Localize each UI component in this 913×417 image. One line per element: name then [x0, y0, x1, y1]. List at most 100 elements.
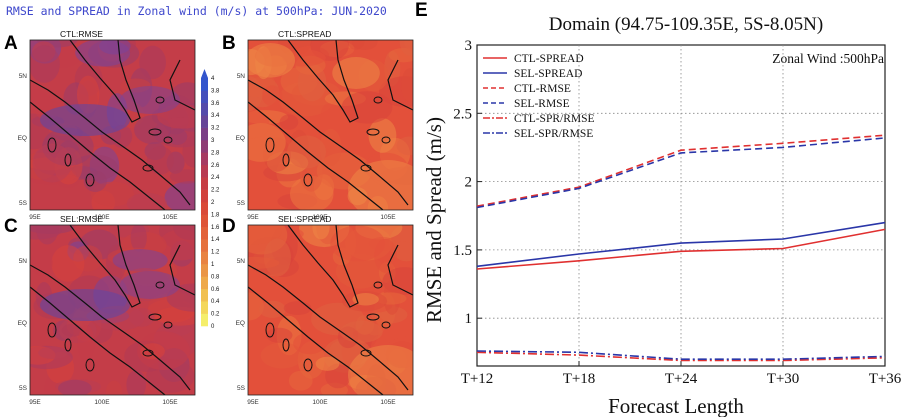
map-blob — [77, 324, 95, 362]
lat-tick-label: 5S — [237, 200, 246, 207]
lat-tick-label: 5S — [237, 385, 246, 392]
colorbar-level-label: 0.4 — [211, 299, 220, 305]
island-outline — [381, 321, 391, 329]
series-line-ctl-spr-rmse — [476, 351, 886, 362]
lon-tick-label: 95E — [29, 214, 41, 221]
colorbar-arrow — [201, 69, 208, 78]
panel-letter-d: D — [222, 216, 236, 237]
coastline-sumatra-north — [248, 264, 409, 391]
coastline-sumatra-south — [248, 286, 384, 395]
colorbar-swatch — [201, 102, 208, 116]
panel-letter-e: E — [415, 0, 428, 21]
map-blob — [105, 380, 123, 395]
colorbar-level-label: 3 — [211, 138, 215, 144]
x-tick-label: T+24 — [665, 371, 698, 387]
x-tick-label: T+18 — [563, 371, 596, 387]
island-outline — [303, 358, 313, 372]
island-outline — [381, 136, 391, 144]
legend-label: SEL-SPREAD — [514, 68, 582, 80]
y-tick-label: 1.5 — [453, 243, 472, 259]
coastline-malay-peninsula — [69, 225, 141, 308]
map-blob — [396, 136, 413, 156]
chart-annotation: Zonal Wind :500hPa — [772, 51, 884, 66]
island-outline — [148, 313, 162, 321]
island-outline — [155, 281, 165, 289]
map-blob — [35, 225, 59, 245]
colorbar-level-label: 1.6 — [211, 225, 220, 231]
x-tick-label: T+30 — [767, 371, 800, 387]
lat-tick-label: 5N — [19, 73, 28, 80]
colorbar-swatch — [201, 140, 208, 153]
map-blob — [169, 169, 195, 184]
map-blob — [99, 40, 131, 55]
panel-subtitle: SEL:RMSE — [60, 214, 103, 224]
map-low-region — [348, 160, 413, 210]
coastline-malay-peninsula — [69, 40, 141, 123]
map-blob — [399, 40, 413, 56]
colorbar-level-label: 1.8 — [211, 212, 220, 218]
coastline-borneo — [387, 244, 413, 296]
colorbar-level-label: 2.4 — [211, 175, 220, 181]
map-blob — [279, 114, 299, 130]
coastline-sumatra-south — [30, 286, 166, 395]
colorbar-level-label: 2.8 — [211, 150, 220, 156]
colorbar-swatch — [201, 115, 208, 128]
island-outline — [64, 153, 72, 167]
colorbar-level-label: 2 — [211, 200, 215, 206]
panel-subtitle: CTL:SPREAD — [278, 29, 331, 39]
island-outline — [85, 173, 95, 187]
lon-tick-label: 105E — [380, 399, 396, 406]
island-outline — [360, 349, 372, 357]
map-blob — [320, 103, 337, 133]
legend-label: CTL-SPREAD — [514, 53, 584, 65]
lon-tick-label: 100E — [94, 214, 110, 221]
map-blob — [83, 170, 107, 192]
island-outline — [163, 136, 173, 144]
legend-label: SEL-RMSE — [514, 98, 570, 110]
colorbar-swatch — [201, 127, 208, 141]
map-blob — [352, 292, 379, 306]
y-tick-label: 3 — [465, 38, 473, 54]
coastline-malay-peninsula — [287, 225, 359, 308]
series-line-ctl-spread — [476, 228, 886, 270]
colorbar-swatch — [201, 239, 208, 252]
map-blob — [167, 128, 188, 145]
lat-tick-label: 5S — [19, 385, 28, 392]
colorbar-level-label: 1.4 — [211, 237, 220, 243]
island-outline — [282, 338, 290, 352]
island-outline — [85, 358, 95, 372]
colorbar-swatch — [201, 78, 208, 91]
colorbar-swatch — [201, 264, 208, 277]
series-line-ctl-rmse — [476, 134, 886, 207]
series-line-sel-spread — [476, 221, 886, 268]
y-tick-label: 2 — [465, 175, 473, 191]
island-outline — [373, 281, 383, 289]
lon-tick-label: 100E — [94, 399, 110, 406]
island-outline — [265, 322, 275, 338]
map-blob — [248, 292, 264, 321]
series-line-sel-spr-rmse — [476, 350, 886, 361]
colorbar-level-label: 3.4 — [211, 113, 220, 119]
y-tick-label: 1 — [465, 311, 473, 327]
map-blob — [374, 238, 398, 273]
legend-label: SEL-SPR/RMSE — [514, 128, 593, 140]
colorbar-level-label: 1 — [211, 262, 215, 268]
x-tick-label: T+12 — [461, 371, 494, 387]
lat-tick-label: EQ — [18, 320, 27, 327]
panel-letter-b: B — [222, 33, 236, 54]
map-blob — [77, 75, 100, 114]
map-high-region — [120, 86, 180, 114]
coastline-sumatra-south — [248, 101, 384, 210]
map-blob — [126, 192, 168, 210]
colorbar-level-label: 2.2 — [211, 188, 220, 194]
island-outline — [366, 128, 380, 136]
map-blob — [330, 225, 386, 262]
island-outline — [142, 349, 154, 357]
colorbar-level-label: 3.6 — [211, 101, 220, 107]
map-blob — [155, 306, 195, 326]
colorbar-level-label: 3.2 — [211, 126, 220, 132]
colorbar: 0 0.2 0.4 0.6 0.8 1 1.2 1.4 1.6 1.8 2 2.2 2.4 2.6 2.8 3… — [201, 69, 220, 330]
colorbar-swatch — [201, 301, 208, 314]
